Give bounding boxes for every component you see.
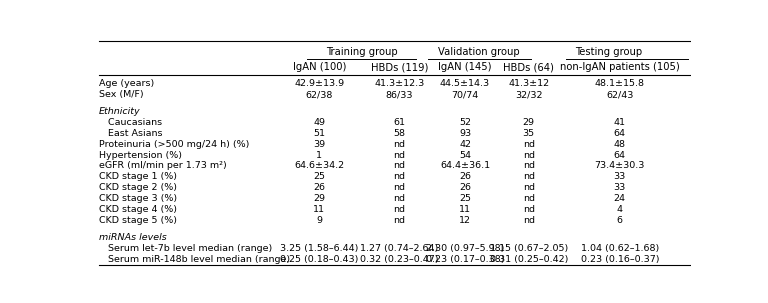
Text: nd: nd xyxy=(523,151,535,159)
Text: HBDs (64): HBDs (64) xyxy=(503,62,554,72)
Text: CKD stage 2 (%): CKD stage 2 (%) xyxy=(99,183,177,192)
Text: nd: nd xyxy=(393,194,406,203)
Text: 29: 29 xyxy=(523,118,535,127)
Text: 29: 29 xyxy=(313,194,325,203)
Text: CKD stage 4 (%): CKD stage 4 (%) xyxy=(99,205,177,214)
Text: 9: 9 xyxy=(316,216,323,225)
Text: 86/33: 86/33 xyxy=(386,90,413,99)
Text: 41.3±12.3: 41.3±12.3 xyxy=(375,79,425,88)
Text: 64: 64 xyxy=(614,128,626,138)
Text: 52: 52 xyxy=(459,118,471,127)
Text: Proteinuria (>500 mg/24 h) (%): Proteinuria (>500 mg/24 h) (%) xyxy=(99,140,250,148)
Text: 42: 42 xyxy=(459,140,471,148)
Text: 62/43: 62/43 xyxy=(606,90,634,99)
Text: 11: 11 xyxy=(459,205,471,214)
Text: 35: 35 xyxy=(523,128,535,138)
Text: 26: 26 xyxy=(459,172,471,181)
Text: Hypertension (%): Hypertension (%) xyxy=(99,151,182,159)
Text: CKD stage 1 (%): CKD stage 1 (%) xyxy=(99,172,177,181)
Text: nd: nd xyxy=(393,183,406,192)
Text: 1.04 (0.62–1.68): 1.04 (0.62–1.68) xyxy=(581,244,659,253)
Text: 48: 48 xyxy=(614,140,626,148)
Text: nd: nd xyxy=(523,216,535,225)
Text: IgAN (100): IgAN (100) xyxy=(293,62,346,72)
Text: 41.3±12: 41.3±12 xyxy=(508,79,549,88)
Text: 24: 24 xyxy=(614,194,626,203)
Text: 2.30 (0.97–5.98): 2.30 (0.97–5.98) xyxy=(425,244,505,253)
Text: 25: 25 xyxy=(313,172,325,181)
Text: Ethnicity: Ethnicity xyxy=(99,107,141,116)
Text: 41: 41 xyxy=(614,118,626,127)
Text: 54: 54 xyxy=(459,151,471,159)
Text: 33: 33 xyxy=(614,172,626,181)
Text: 0.23 (0.16–0.37): 0.23 (0.16–0.37) xyxy=(581,255,659,264)
Text: 26: 26 xyxy=(459,183,471,192)
Text: 64.4±36.1: 64.4±36.1 xyxy=(440,161,490,171)
Text: HBDs (119): HBDs (119) xyxy=(371,62,429,72)
Text: 1.15 (0.67–2.05): 1.15 (0.67–2.05) xyxy=(489,244,568,253)
Text: nd: nd xyxy=(393,205,406,214)
Text: Sex (M/F): Sex (M/F) xyxy=(99,90,144,99)
Text: 1.27 (0.74–2.64): 1.27 (0.74–2.64) xyxy=(360,244,439,253)
Text: CKD stage 5 (%): CKD stage 5 (%) xyxy=(99,216,177,225)
Text: 51: 51 xyxy=(313,128,325,138)
Text: 61: 61 xyxy=(393,118,406,127)
Text: 49: 49 xyxy=(313,118,325,127)
Text: 1: 1 xyxy=(316,151,323,159)
Text: 32/32: 32/32 xyxy=(515,90,542,99)
Text: 39: 39 xyxy=(313,140,326,148)
Text: 0.23 (0.17–0.38): 0.23 (0.17–0.38) xyxy=(425,255,505,264)
Text: 70/74: 70/74 xyxy=(452,90,478,99)
Text: 11: 11 xyxy=(313,205,325,214)
Text: 25: 25 xyxy=(459,194,471,203)
Text: 0.31 (0.25–0.42): 0.31 (0.25–0.42) xyxy=(489,255,568,264)
Text: nd: nd xyxy=(393,172,406,181)
Text: 64: 64 xyxy=(614,151,626,159)
Text: 12: 12 xyxy=(459,216,471,225)
Text: 73.4±30.3: 73.4±30.3 xyxy=(594,161,645,171)
Text: nd: nd xyxy=(523,161,535,171)
Text: miRNAs levels: miRNAs levels xyxy=(99,233,167,242)
Text: Validation group: Validation group xyxy=(439,47,520,57)
Text: 48.1±15.8: 48.1±15.8 xyxy=(594,79,645,88)
Text: nd: nd xyxy=(393,216,406,225)
Text: 3.25 (1.58–6.44): 3.25 (1.58–6.44) xyxy=(280,244,359,253)
Text: 4: 4 xyxy=(617,205,623,214)
Text: 6: 6 xyxy=(617,216,623,225)
Text: Serum miR-148b level median (range): Serum miR-148b level median (range) xyxy=(99,255,290,264)
Text: eGFR (ml/min per 1.73 m²): eGFR (ml/min per 1.73 m²) xyxy=(99,161,227,171)
Text: 0.32 (0.23–0.47): 0.32 (0.23–0.47) xyxy=(360,255,439,264)
Text: nd: nd xyxy=(523,172,535,181)
Text: Training group: Training group xyxy=(326,47,397,57)
Text: nd: nd xyxy=(523,205,535,214)
Text: CKD stage 3 (%): CKD stage 3 (%) xyxy=(99,194,177,203)
Text: 64.6±34.2: 64.6±34.2 xyxy=(294,161,344,171)
Text: Caucasians: Caucasians xyxy=(99,118,162,127)
Text: nd: nd xyxy=(523,194,535,203)
Text: Testing group: Testing group xyxy=(575,47,643,57)
Text: 58: 58 xyxy=(393,128,406,138)
Text: 62/38: 62/38 xyxy=(306,90,333,99)
Text: East Asians: East Asians xyxy=(99,128,163,138)
Text: 33: 33 xyxy=(614,183,626,192)
Text: 93: 93 xyxy=(459,128,471,138)
Text: 42.9±13.9: 42.9±13.9 xyxy=(294,79,344,88)
Text: Serum let-7b level median (range): Serum let-7b level median (range) xyxy=(99,244,272,253)
Text: Age (years): Age (years) xyxy=(99,79,154,88)
Text: 26: 26 xyxy=(313,183,325,192)
Text: nd: nd xyxy=(393,140,406,148)
Text: 0.25 (0.18–0.43): 0.25 (0.18–0.43) xyxy=(280,255,359,264)
Text: IgAN (145): IgAN (145) xyxy=(439,62,492,72)
Text: non-IgAN patients (105): non-IgAN patients (105) xyxy=(560,62,680,72)
Text: 44.5±14.3: 44.5±14.3 xyxy=(440,79,490,88)
Text: nd: nd xyxy=(523,140,535,148)
Text: nd: nd xyxy=(393,161,406,171)
Text: nd: nd xyxy=(393,151,406,159)
Text: nd: nd xyxy=(523,183,535,192)
